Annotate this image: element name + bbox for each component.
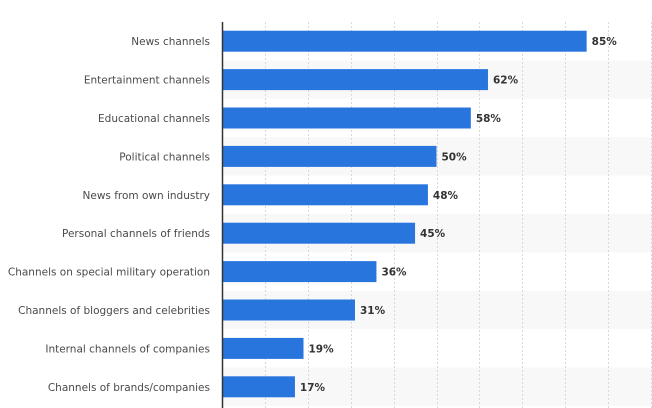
value-label: 58% [476, 113, 502, 125]
category-labels: News channels Entertainment channels Educa… [8, 36, 210, 394]
bar [222, 184, 428, 206]
category-label: Political channels [119, 151, 210, 163]
value-label: 48% [433, 190, 459, 202]
bar [222, 145, 437, 167]
value-label: 31% [360, 305, 386, 317]
category-label: Channels on special military operation [8, 267, 210, 279]
bar [222, 222, 416, 244]
category-label: Personal channels of friends [62, 228, 210, 240]
bar [222, 376, 295, 398]
value-label: 17% [300, 382, 326, 394]
value-label: 62% [493, 75, 519, 87]
value-label: 45% [420, 228, 446, 240]
bar [222, 299, 355, 321]
category-label: Internal channels of companies [45, 343, 210, 355]
category-label: Channels of brands/companies [48, 382, 210, 394]
category-label: News channels [131, 36, 210, 48]
category-label: Channels of bloggers and celebrities [18, 305, 210, 317]
value-label: 85% [592, 36, 618, 48]
bar [222, 69, 488, 91]
category-label: News from own industry [83, 190, 211, 202]
bar [222, 261, 377, 283]
value-label: 50% [442, 151, 468, 163]
value-label: 36% [381, 267, 407, 279]
bar [222, 30, 587, 52]
bar [222, 107, 471, 129]
category-label: Educational channels [98, 113, 210, 125]
value-label: 19% [309, 343, 335, 355]
bar [222, 337, 304, 359]
bars [222, 30, 587, 398]
category-label: Entertainment channels [84, 75, 210, 87]
value-labels: 85% 62% 58% 50% 48% 45% 36% 31% 19% 17% [300, 36, 617, 394]
